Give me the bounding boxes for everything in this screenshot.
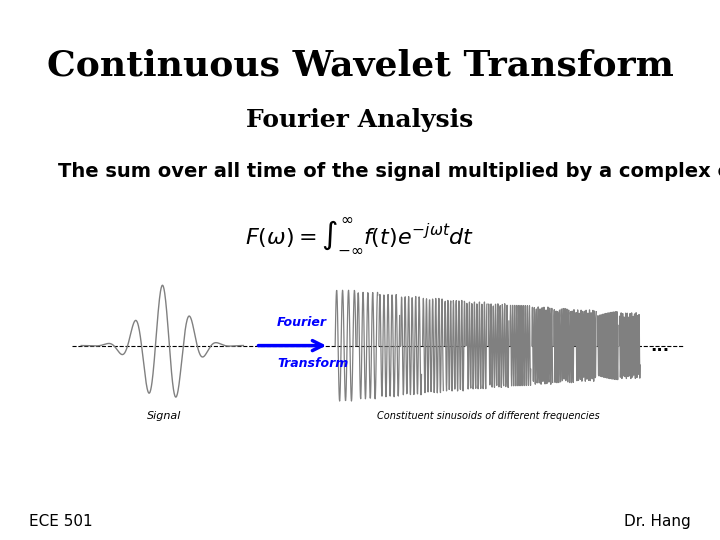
Text: ECE 501: ECE 501 bbox=[29, 514, 92, 529]
Text: ...: ... bbox=[650, 336, 670, 355]
Text: Signal: Signal bbox=[147, 411, 181, 421]
Text: Transform: Transform bbox=[277, 357, 348, 370]
Text: Fourier: Fourier bbox=[277, 316, 327, 329]
Text: The sum over all time of the signal multiplied by a complex exponential: The sum over all time of the signal mult… bbox=[58, 162, 720, 181]
Text: $F(\omega) = \int_{-\infty}^{\infty} f(t)e^{-j\omega t}dt$: $F(\omega) = \int_{-\infty}^{\infty} f(t… bbox=[246, 216, 474, 255]
Text: Fourier Analysis: Fourier Analysis bbox=[246, 108, 474, 132]
Text: Dr. Hang: Dr. Hang bbox=[624, 514, 691, 529]
Text: Constituent sinusoids of different frequencies: Constituent sinusoids of different frequ… bbox=[377, 411, 600, 421]
Text: Continuous Wavelet Transform: Continuous Wavelet Transform bbox=[47, 49, 673, 83]
